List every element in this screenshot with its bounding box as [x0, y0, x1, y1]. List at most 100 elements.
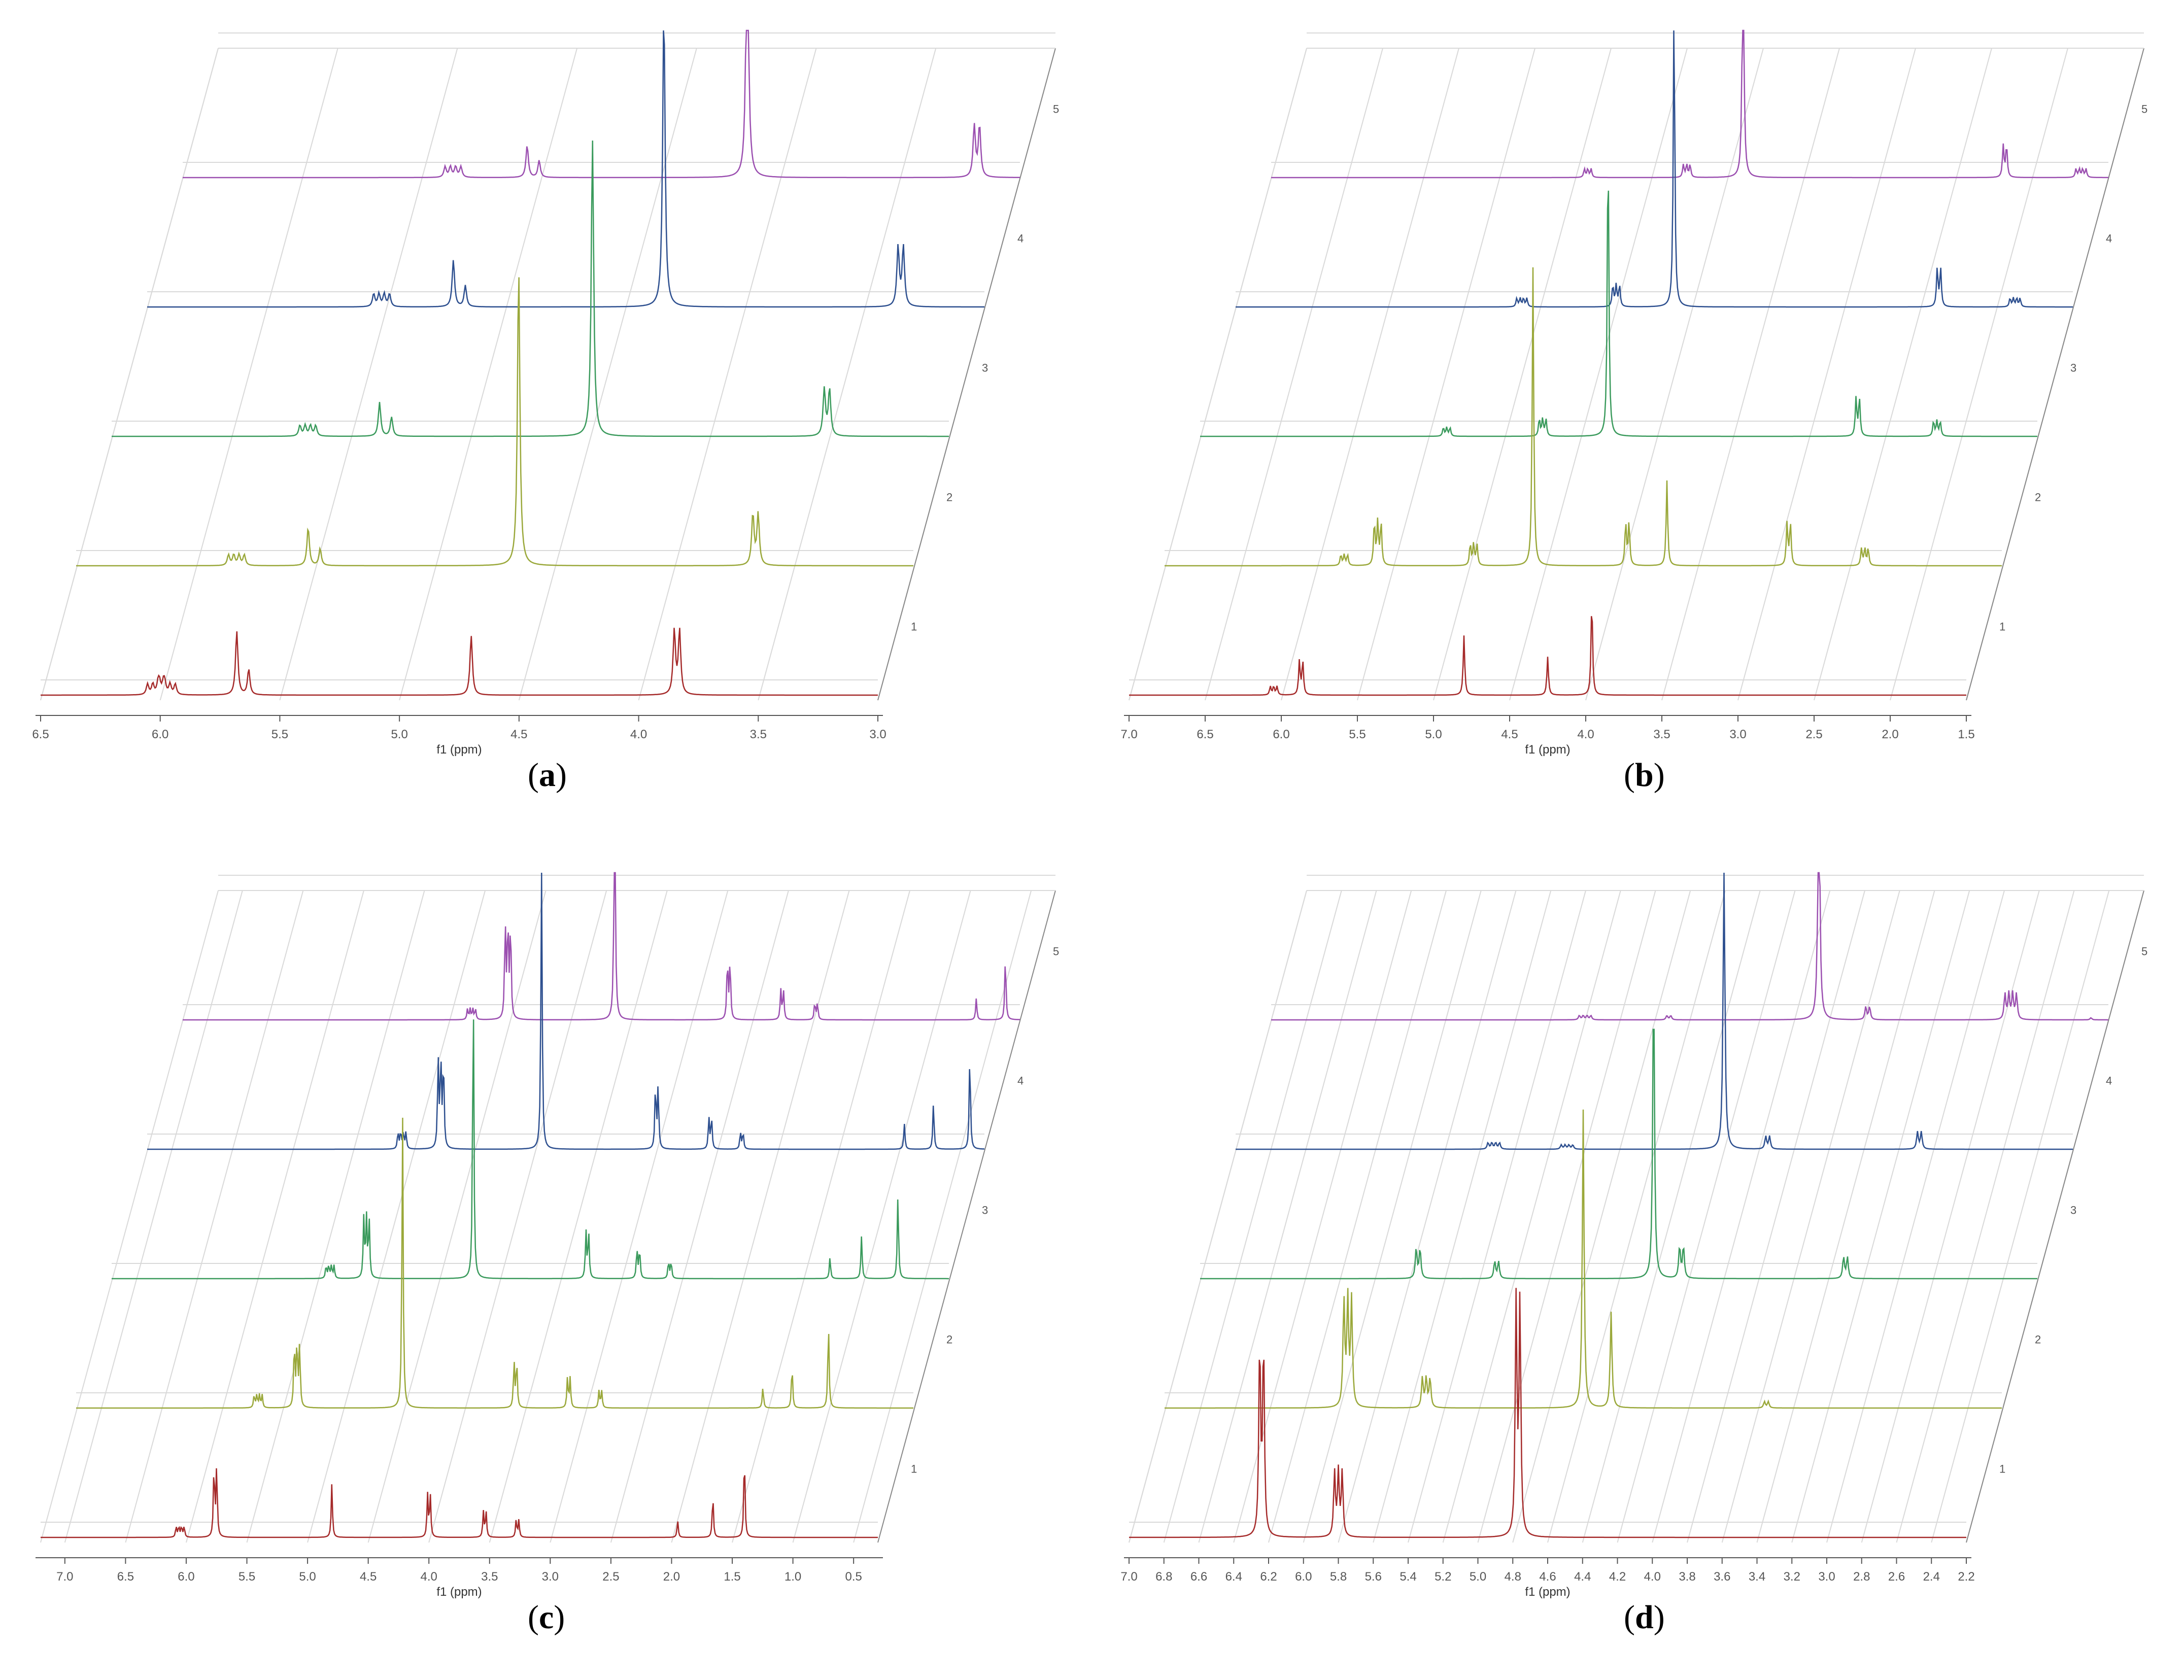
x-tick-label: 4.2 — [1609, 1570, 1626, 1584]
tick-gridline — [758, 48, 937, 701]
x-tick-label: 4.0 — [421, 1570, 437, 1584]
grid-d — [1129, 875, 2144, 1543]
x-tick-label: 3.5 — [481, 1570, 498, 1584]
x-tick-label: 2.5 — [602, 1570, 619, 1584]
tick-gridline — [1198, 890, 1377, 1543]
tick-gridline — [1357, 48, 1535, 701]
panel-a: 1 2 3 4 5 6.5 6.0 5.5 5.0 4.5 4.0 3.5 3.0 f1 (ppm) (a… — [20, 20, 1096, 807]
x-tick-label: 5.5 — [271, 728, 288, 741]
grid-a — [40, 32, 1056, 701]
tick-gridline — [367, 890, 547, 1543]
spectrum-line-2 — [76, 1117, 913, 1409]
x-tick-label: 2.0 — [663, 1570, 680, 1584]
x-axis-c: 7.0 6.5 6.0 5.5 5.0 4.5 4.0 3.5 3.0 2.5 2.0 1.5 1.0 0… — [36, 1557, 883, 1598]
depth-label: 1 — [1999, 621, 2005, 633]
tick-gridline — [1205, 48, 1383, 701]
depth-label: 2 — [946, 1333, 952, 1346]
tick-gridline — [1373, 890, 1552, 1543]
spectrum-line-4 — [1236, 30, 2073, 308]
x-tick-label: 3.0 — [869, 728, 886, 741]
depth-label: 2 — [2035, 1333, 2041, 1346]
x-tick-label: 6.0 — [178, 1570, 194, 1584]
depth-label: 4 — [1017, 1075, 1023, 1087]
x-tick-label: 7.0 — [56, 1570, 73, 1584]
x-tick-label: 6.4 — [1225, 1570, 1242, 1584]
x-tick-label: 2.6 — [1888, 1570, 1905, 1584]
tick-gridline — [1617, 890, 1796, 1543]
x-axis-a: 6.5 6.0 5.5 5.0 4.5 4.0 3.5 3.0 f1 (ppm) — [32, 715, 886, 756]
tick-gridline — [1652, 890, 1831, 1543]
spectrum-chart-d: 1 2 3 4 5 7.0 6.8 6.6 6.4 6.2 6.0 5.8 5.6 5.4 5.2 5.0 4.… — [1120, 872, 2147, 1598]
tick-gridline — [638, 48, 817, 701]
x-axis-title: f1 (ppm) — [1525, 743, 1570, 756]
spectrum-line-1 — [41, 628, 878, 696]
frame-left — [40, 48, 219, 701]
spectrum-line-4 — [147, 872, 985, 1150]
depth-label: 4 — [2106, 1075, 2112, 1087]
tick-gridline — [671, 890, 850, 1543]
tick-gridline — [1547, 890, 1726, 1543]
spectrum-line-2 — [1165, 267, 2002, 567]
tick-gridline — [1890, 48, 2068, 701]
x-tick-label: 5.0 — [299, 1570, 316, 1584]
x-tick-label: 6.6 — [1190, 1570, 1207, 1584]
x-tick-label: 4.6 — [1539, 1570, 1556, 1584]
tick-gridline — [518, 48, 697, 701]
x-tick-label: 1.0 — [784, 1570, 801, 1584]
frame-left — [40, 890, 219, 1543]
tick-gridline — [185, 890, 364, 1543]
depth-label: 1 — [911, 1463, 917, 1476]
spectrum-line-4 — [147, 30, 984, 308]
x-tick-label: 6.0 — [1295, 1570, 1312, 1584]
x-tick-label: 5.0 — [391, 728, 407, 741]
tick-gridline — [1512, 890, 1691, 1543]
spectrum-line-3 — [1200, 190, 2037, 437]
panel-label-c: (c) — [528, 1599, 565, 1636]
tick-gridline — [1281, 48, 1459, 701]
x-tick-label: 5.2 — [1435, 1570, 1451, 1584]
x-tick-label: 5.6 — [1365, 1570, 1382, 1584]
x-tick-label: 5.5 — [238, 1570, 255, 1584]
x-tick-label: 3.6 — [1714, 1570, 1730, 1584]
x-tick-label: 2.8 — [1853, 1570, 1870, 1584]
x-tick-label: 4.5 — [510, 728, 527, 741]
x-tick-label: 4.0 — [1577, 728, 1594, 741]
x-tick-label: 3.2 — [1784, 1570, 1800, 1584]
tick-gridline — [1338, 890, 1517, 1543]
x-axis-title: f1 (ppm) — [436, 743, 482, 756]
tick-gridline — [1408, 890, 1586, 1543]
tick-gridline — [428, 890, 607, 1543]
frame-right — [1966, 890, 2144, 1543]
spectrum-line-5 — [183, 872, 1020, 1021]
tick-gridline — [1303, 890, 1482, 1543]
x-tick-label: 4.5 — [1501, 728, 1518, 741]
tick-gridline — [1268, 890, 1447, 1543]
x-axis-b: 7.0 6.5 6.0 5.5 5.0 4.5 4.0 3.5 3.0 2.5 2.0 1.5 f1 (… — [1120, 715, 1975, 756]
x-axis-title: f1 (ppm) — [436, 1585, 482, 1598]
grid-c — [40, 875, 1056, 1543]
x-axis-d: 7.0 6.8 6.6 6.4 6.2 6.0 5.8 5.6 5.4 5.2 5.0 4.8 4.6 4… — [1120, 1557, 1975, 1598]
spectrum-line-3 — [112, 140, 949, 437]
x-tick-label: 6.8 — [1155, 1570, 1172, 1584]
spectrum-line-1 — [1129, 616, 1966, 696]
depth-label: 1 — [1999, 1463, 2005, 1476]
panel-d: 1 2 3 4 5 7.0 6.8 6.6 6.4 6.2 6.0 5.8 5.6 5.4 5.2 5.0 4.… — [1101, 863, 2177, 1649]
x-tick-label: 4.0 — [1644, 1570, 1661, 1584]
x-tick-label: 2.0 — [1882, 728, 1898, 741]
tick-gridline — [1687, 890, 1865, 1543]
tick-gridline — [1896, 890, 2075, 1543]
x-tick-label: 1.5 — [1958, 728, 1974, 741]
frame-left — [1129, 890, 1307, 1543]
panel-b: 1 2 3 4 5 7.0 6.5 6.0 5.5 5.0 4.5 4.0 3.5 3.0 2.5 2.0 1.… — [1101, 20, 2177, 807]
x-tick-label: 3.0 — [542, 1570, 559, 1584]
tick-gridline — [1756, 890, 1935, 1543]
spectrum-line-5 — [1271, 29, 2108, 179]
tick-gridline — [732, 890, 911, 1543]
tick-gridline — [159, 48, 338, 701]
tick-gridline — [1233, 890, 1412, 1543]
x-tick-label: 2.4 — [1923, 1570, 1940, 1584]
depth-label: 5 — [2141, 945, 2147, 958]
depth-label: 2 — [946, 491, 952, 504]
x-axis-title: f1 (ppm) — [1525, 1585, 1570, 1598]
tick-gridline — [1433, 48, 1612, 701]
